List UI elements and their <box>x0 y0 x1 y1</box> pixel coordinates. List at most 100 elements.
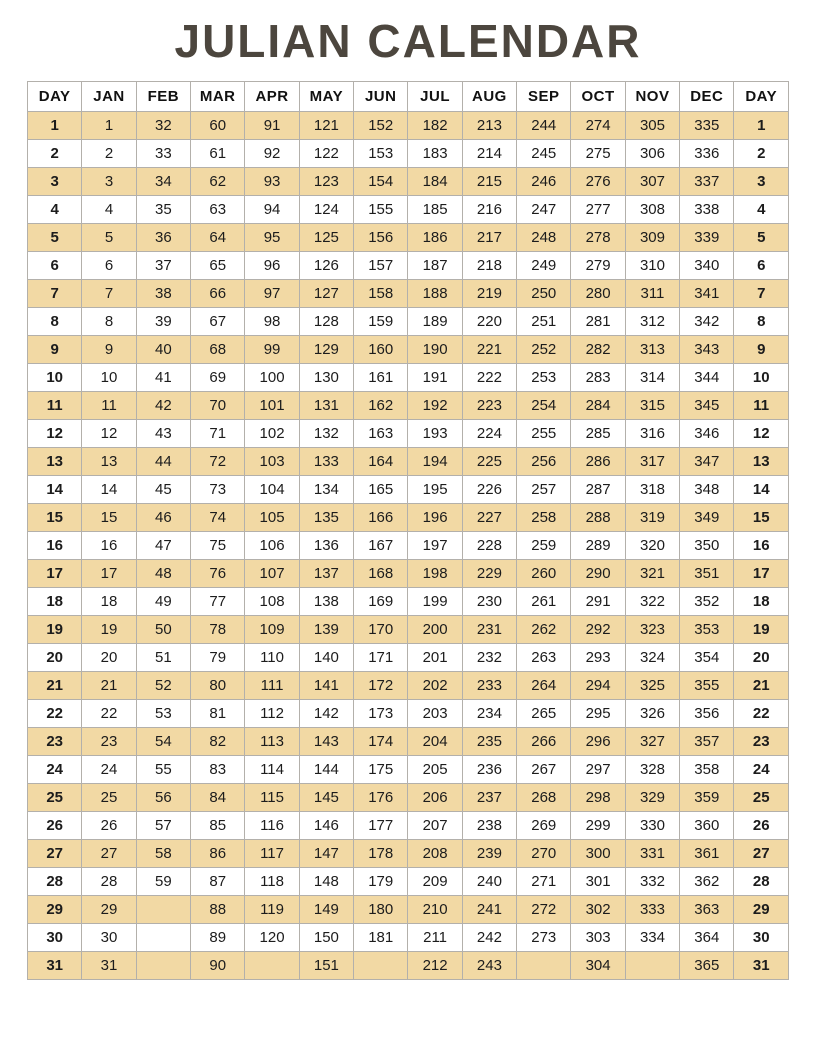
day-cell: 5 <box>733 222 789 252</box>
julian-day-cell: 257 <box>516 474 572 504</box>
julian-day-cell: 144 <box>298 754 355 784</box>
day-cell: 1 <box>733 110 789 140</box>
day-cell: 18 <box>26 586 83 616</box>
julian-day-cell: 264 <box>516 670 572 700</box>
julian-day-cell: 155 <box>353 194 409 224</box>
day-cell: 27 <box>26 838 83 868</box>
julian-day-cell: 309 <box>624 222 681 252</box>
julian-day-cell: 255 <box>516 418 572 448</box>
day-cell: 29 <box>26 894 83 924</box>
julian-day-cell: 42 <box>135 390 192 420</box>
julian-day-cell: 235 <box>461 726 518 756</box>
julian-day-cell: 268 <box>516 782 572 812</box>
julian-day-cell: 50 <box>135 614 192 644</box>
day-cell: 2 <box>733 138 789 168</box>
table-row: 4 4 35 63 94 124 155 185 216 247 277 308 338 4 <box>26 194 789 224</box>
day-cell: 21 <box>733 670 789 700</box>
julian-day-cell: 86 <box>190 838 246 868</box>
day-cell: 30 <box>26 922 83 952</box>
julian-day-cell: 339 <box>679 222 735 252</box>
julian-day-cell: 249 <box>516 250 572 280</box>
julian-day-cell: 241 <box>461 894 518 924</box>
julian-day-cell: 186 <box>407 222 463 252</box>
day-cell: 4 <box>26 194 83 224</box>
table-row: 27 27 58 86 117 147 178 208 239 270 300 331 361 27 <box>26 838 789 868</box>
julian-day-cell: 269 <box>516 810 572 840</box>
day-cell: 10 <box>733 362 789 392</box>
julian-day-cell: 20 <box>81 642 137 672</box>
day-cell: 12 <box>26 418 83 448</box>
julian-day-cell: 77 <box>190 586 246 616</box>
julian-day-cell: 168 <box>353 558 409 588</box>
julian-day-cell: 250 <box>516 278 572 308</box>
julian-day-cell: 170 <box>353 614 409 644</box>
julian-day-cell: 331 <box>624 838 681 868</box>
julian-day-cell: 246 <box>516 166 572 196</box>
julian-day-cell: 27 <box>81 838 137 868</box>
julian-day-cell: 360 <box>679 810 735 840</box>
day-cell: 3 <box>733 166 789 196</box>
julian-day-cell: 226 <box>461 474 518 504</box>
julian-day-cell: 39 <box>135 306 192 336</box>
julian-day-cell: 351 <box>679 558 735 588</box>
julian-day-cell: 198 <box>407 558 463 588</box>
julian-day-cell: 313 <box>624 334 681 364</box>
julian-day-cell: 110 <box>244 642 300 672</box>
julian-day-cell: 78 <box>190 614 246 644</box>
julian-day-cell: 203 <box>407 698 463 728</box>
julian-day-cell: 308 <box>624 194 681 224</box>
julian-day-cell: 290 <box>570 558 626 588</box>
julian-day-cell: 182 <box>407 110 463 140</box>
day-cell: 17 <box>733 558 789 588</box>
day-cell: 18 <box>733 586 789 616</box>
julian-day-cell: 97 <box>244 278 300 308</box>
julian-day-cell: 227 <box>461 502 518 532</box>
julian-day-cell: 23 <box>81 726 137 756</box>
julian-day-cell: 314 <box>624 362 681 392</box>
julian-day-cell: 358 <box>679 754 735 784</box>
julian-day-cell: 53 <box>135 698 192 728</box>
table-row: 20 20 51 79 110 140 171 201 232 263 293 324 354 20 <box>26 642 789 672</box>
julian-day-cell: 207 <box>407 810 463 840</box>
julian-day-cell: 52 <box>135 670 192 700</box>
julian-day-cell: 133 <box>298 446 355 476</box>
julian-day-cell: 305 <box>624 110 681 140</box>
julian-day-cell: 361 <box>679 838 735 868</box>
julian-day-cell: 135 <box>298 502 355 532</box>
julian-day-cell: 237 <box>461 782 518 812</box>
day-cell: 16 <box>26 530 83 560</box>
julian-day-cell: 319 <box>624 502 681 532</box>
day-cell: 11 <box>26 390 83 420</box>
julian-day-cell: 120 <box>244 922 300 952</box>
julian-day-cell: 190 <box>407 334 463 364</box>
julian-day-cell: 337 <box>679 166 735 196</box>
julian-day-cell: 16 <box>81 530 137 560</box>
julian-day-cell: 174 <box>353 726 409 756</box>
julian-day-cell: 159 <box>353 306 409 336</box>
julian-day-cell: 295 <box>570 698 626 728</box>
julian-day-cell: 169 <box>353 586 409 616</box>
julian-day-cell: 92 <box>244 138 300 168</box>
julian-day-cell: 189 <box>407 306 463 336</box>
julian-day-cell: 12 <box>81 418 137 448</box>
julian-day-cell: 36 <box>135 222 192 252</box>
julian-day-cell: 278 <box>570 222 626 252</box>
julian-day-cell: 363 <box>679 894 735 924</box>
julian-day-cell: 225 <box>461 446 518 476</box>
julian-day-cell: 322 <box>624 586 681 616</box>
julian-day-cell: 165 <box>353 474 409 504</box>
julian-day-cell: 284 <box>570 390 626 420</box>
julian-day-cell: 321 <box>624 558 681 588</box>
julian-day-cell: 304 <box>570 950 626 980</box>
julian-day-cell: 47 <box>135 530 192 560</box>
julian-day-cell: 180 <box>353 894 409 924</box>
header-row: DAY JAN FEB MAR APR MAY JUN JUL AUG SEP OCT NOV DEC D… <box>26 80 789 112</box>
julian-day-cell: 297 <box>570 754 626 784</box>
column-header: MAR <box>190 80 246 112</box>
julian-day-cell: 143 <box>298 726 355 756</box>
julian-day-cell: 312 <box>624 306 681 336</box>
julian-day-cell: 211 <box>407 922 463 952</box>
julian-day-cell: 197 <box>407 530 463 560</box>
julian-day-cell: 303 <box>570 922 626 952</box>
day-cell: 7 <box>733 278 789 308</box>
